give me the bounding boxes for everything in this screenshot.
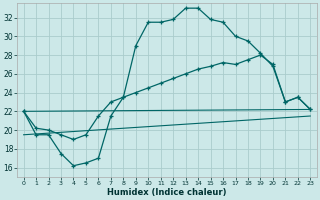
X-axis label: Humidex (Indice chaleur): Humidex (Indice chaleur)	[107, 188, 227, 197]
